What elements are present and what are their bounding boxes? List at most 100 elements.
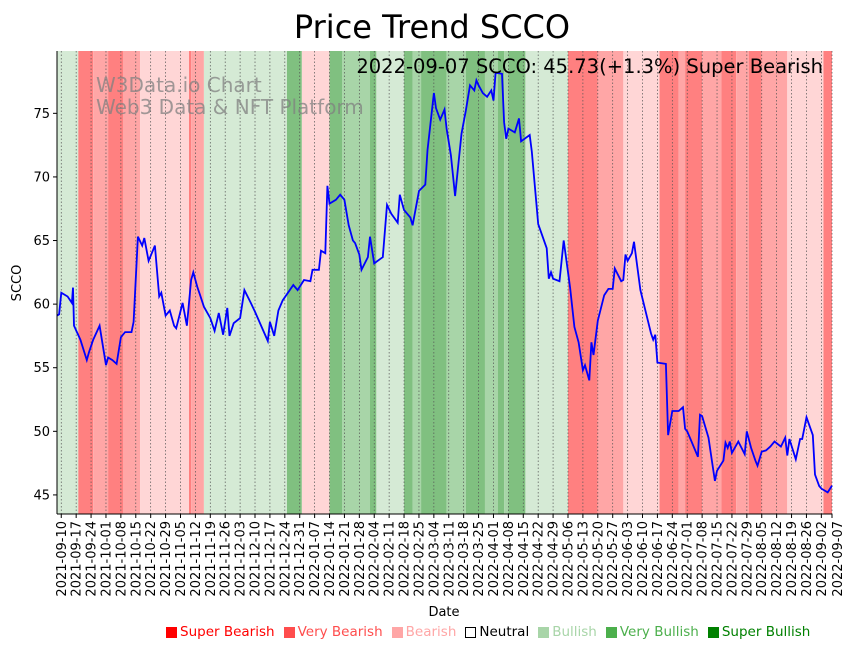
x-tick-label: 2021-10-08 [114,521,129,597]
regime-band [286,51,302,514]
regime-band [736,51,749,514]
x-tick-label: 2022-03-25 [472,521,487,597]
legend-item-super-bearish: Super Bearish [166,624,275,640]
x-tick-label: 2022-04-01 [487,521,502,597]
x-tick-label: 2022-04-08 [502,521,517,597]
regime-band [140,51,190,514]
x-tick-label: 2022-05-06 [561,521,576,597]
regime-band [203,51,287,514]
x-tick-label: 2022-05-13 [576,521,591,597]
x-tick-label: 2022-04-22 [532,521,547,597]
y-tick-label: 50 [33,425,50,440]
legend-item-super-bullish: Super Bullish [707,624,811,640]
x-tick-label: 2021-11-26 [219,521,234,597]
x-tick-label: 2021-11-05 [174,521,189,597]
x-tick-label: 2022-08-19 [785,521,800,597]
legend-swatch-icon [166,626,177,638]
x-tick-label: 2021-12-24 [278,521,293,597]
legend-label: Bearish [405,624,457,640]
legend-item-bullish: Bullish [538,624,597,640]
regime-band [191,51,204,514]
x-tick-label: 2022-01-14 [323,521,338,597]
x-tick-label: 2021-11-12 [189,521,204,597]
x-tick-label: 2022-07-22 [725,521,740,597]
x-tick-label: 2021-11-19 [204,521,219,597]
regime-band [301,51,330,514]
x-tick-label: 2022-07-15 [711,521,726,597]
x-tick-label: 2022-02-18 [398,521,413,597]
x-tick-label: 2021-09-10 [55,521,70,597]
legend: Super Bearish Very Bearish Bearish Neutral B… [166,624,819,640]
regime-band [623,51,660,514]
x-tick-label: 2022-09-07 [831,521,846,597]
regime-band [465,51,485,514]
chart-title: Price Trend SCCO [294,8,570,46]
regime-band [761,51,788,514]
x-tick-label: 2021-09-24 [85,521,100,597]
x-tick-label: 2021-10-01 [99,521,114,597]
x-tick-label: 2022-07-01 [681,521,696,597]
regime-band [369,51,377,514]
x-tick-label: 2022-04-15 [517,521,532,597]
regime-band [823,51,832,514]
latest-price-annotation: 2022-09-07 SCCO: 45.73(+1.3%) Super Bear… [356,55,823,78]
x-ticks: 2021-09-10 2021-09-17 2021-09-24 2021-10-01… [55,514,846,597]
x-tick-label: 2022-02-04 [368,521,383,597]
x-tick-label: 2022-07-08 [696,521,711,597]
x-tick-label: 2022-06-17 [651,521,666,597]
legend-swatch-icon [465,626,477,638]
regime-band [702,51,722,514]
regime-band [57,51,79,514]
axes [56,51,832,515]
regime-band [78,51,94,514]
regime-band [721,51,737,514]
x-tick-label: 2022-03-18 [457,521,472,597]
regime-band [108,51,124,514]
regime-band [597,51,624,514]
regime-band [508,51,526,514]
watermark-line-2: Web3 Data & NFT Platform [96,95,364,119]
regime-band [412,51,422,514]
y-tick-label: 55 [33,361,50,376]
x-tick-label: 2022-08-12 [770,521,785,597]
x-tick-label: 2022-03-11 [442,521,457,597]
legend-swatch-icon [538,626,550,638]
legend-item-neutral: Neutral [465,624,529,640]
x-tick-label: 2021-12-10 [249,521,264,597]
regime-band [446,51,466,514]
x-tick-label: 2022-02-25 [412,521,427,597]
price-line [56,71,833,494]
x-tick-label: 2022-06-24 [666,521,681,597]
x-tick-label: 2022-05-20 [591,521,606,597]
x-tick-label: 2021-10-22 [144,521,159,597]
x-tick-label: 2022-08-26 [800,521,815,597]
legend-item-very-bearish: Very Bearish [283,624,383,640]
watermark-line-1: W3Data.io Chart [96,73,262,97]
regime-band [376,51,405,514]
regime-band [497,51,505,514]
y-tick-label: 65 [33,234,50,249]
x-tick-label: 2021-10-29 [159,521,174,597]
regime-band [484,51,498,514]
x-tick-label: 2022-03-04 [427,521,442,597]
regime-band [329,51,343,514]
regime-band [123,51,141,514]
x-tick-label: 2022-09-02 [815,521,830,597]
x-tick-label: 2022-06-03 [621,521,636,597]
regime-band [787,51,824,514]
x-tick-label: 2021-12-31 [293,521,308,597]
legend-label: Super Bullish [721,624,811,640]
legend-swatch-icon [605,626,617,638]
legend-label: Bullish [552,624,597,640]
x-tick-label: 2021-12-17 [263,521,278,597]
x-tick-label: 2022-04-29 [547,521,562,597]
legend-item-bearish: Bearish [391,624,457,640]
x-axis-label: Date [428,605,459,620]
x-tick-label: 2021-12-03 [234,521,249,597]
y-tick-label: 60 [33,298,50,313]
regime-band [525,51,568,514]
y-tick-label: 75 [33,107,50,122]
x-tick-label: 2021-09-17 [70,521,85,597]
legend-swatch-icon [707,626,719,638]
